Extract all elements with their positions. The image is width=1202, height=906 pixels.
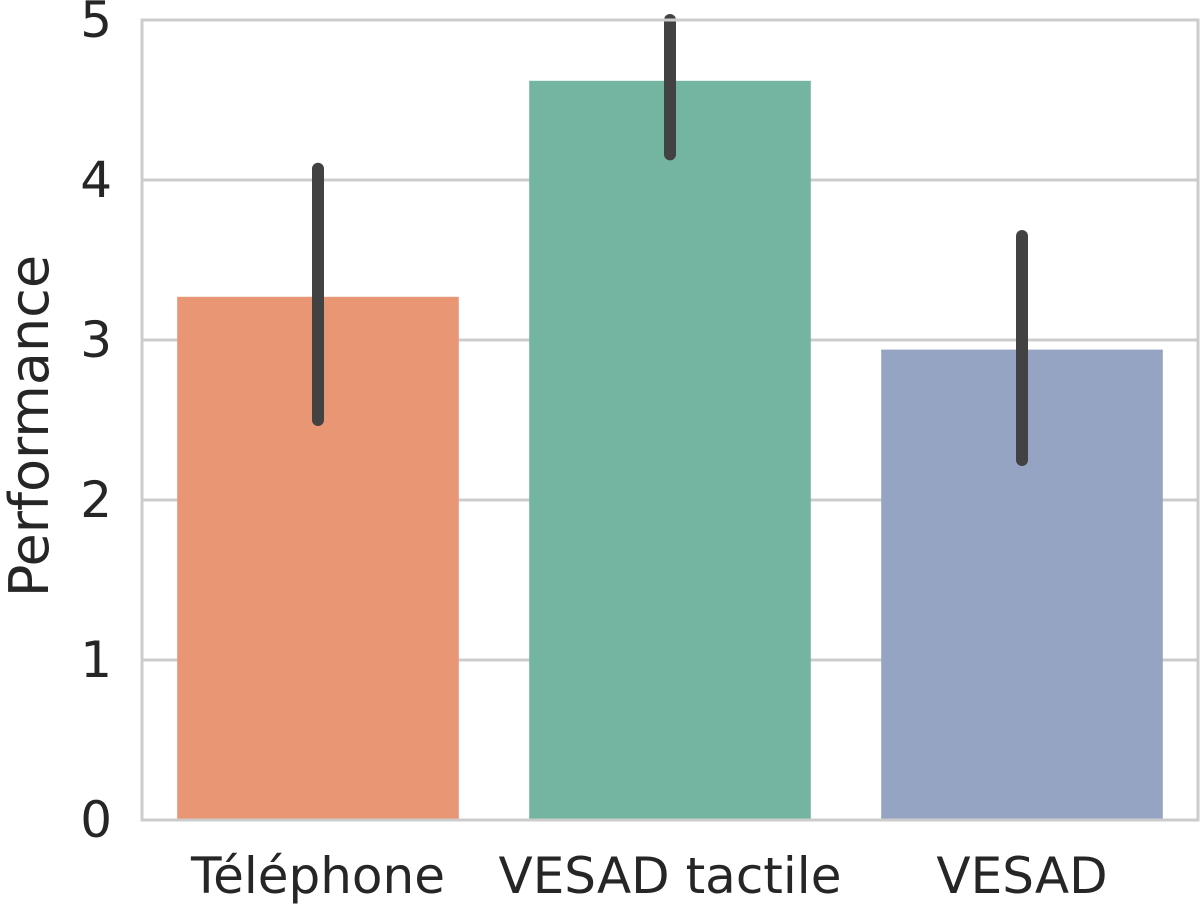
x-tick-label: VESAD tactile <box>499 847 842 905</box>
bar <box>529 80 811 821</box>
y-tick-label: 1 <box>80 631 112 689</box>
y-tick-label: 4 <box>80 151 112 209</box>
y-axis-label: Performance <box>0 255 61 597</box>
x-tick-labels: Téléphone VESAD tactile VESAD <box>190 847 1108 905</box>
y-tick-label: 5 <box>80 0 112 49</box>
bars <box>177 80 1163 821</box>
error-bars <box>312 14 1028 466</box>
y-tick-label: 2 <box>80 471 112 529</box>
x-tick-label: Téléphone <box>190 847 445 905</box>
y-tick-labels: 0 1 2 3 4 5 <box>80 0 112 849</box>
plot-frame <box>140 18 1200 822</box>
y-tick-label: 0 <box>80 791 112 849</box>
x-tick-label: VESAD <box>936 847 1107 905</box>
y-tick-label: 3 <box>80 311 112 369</box>
